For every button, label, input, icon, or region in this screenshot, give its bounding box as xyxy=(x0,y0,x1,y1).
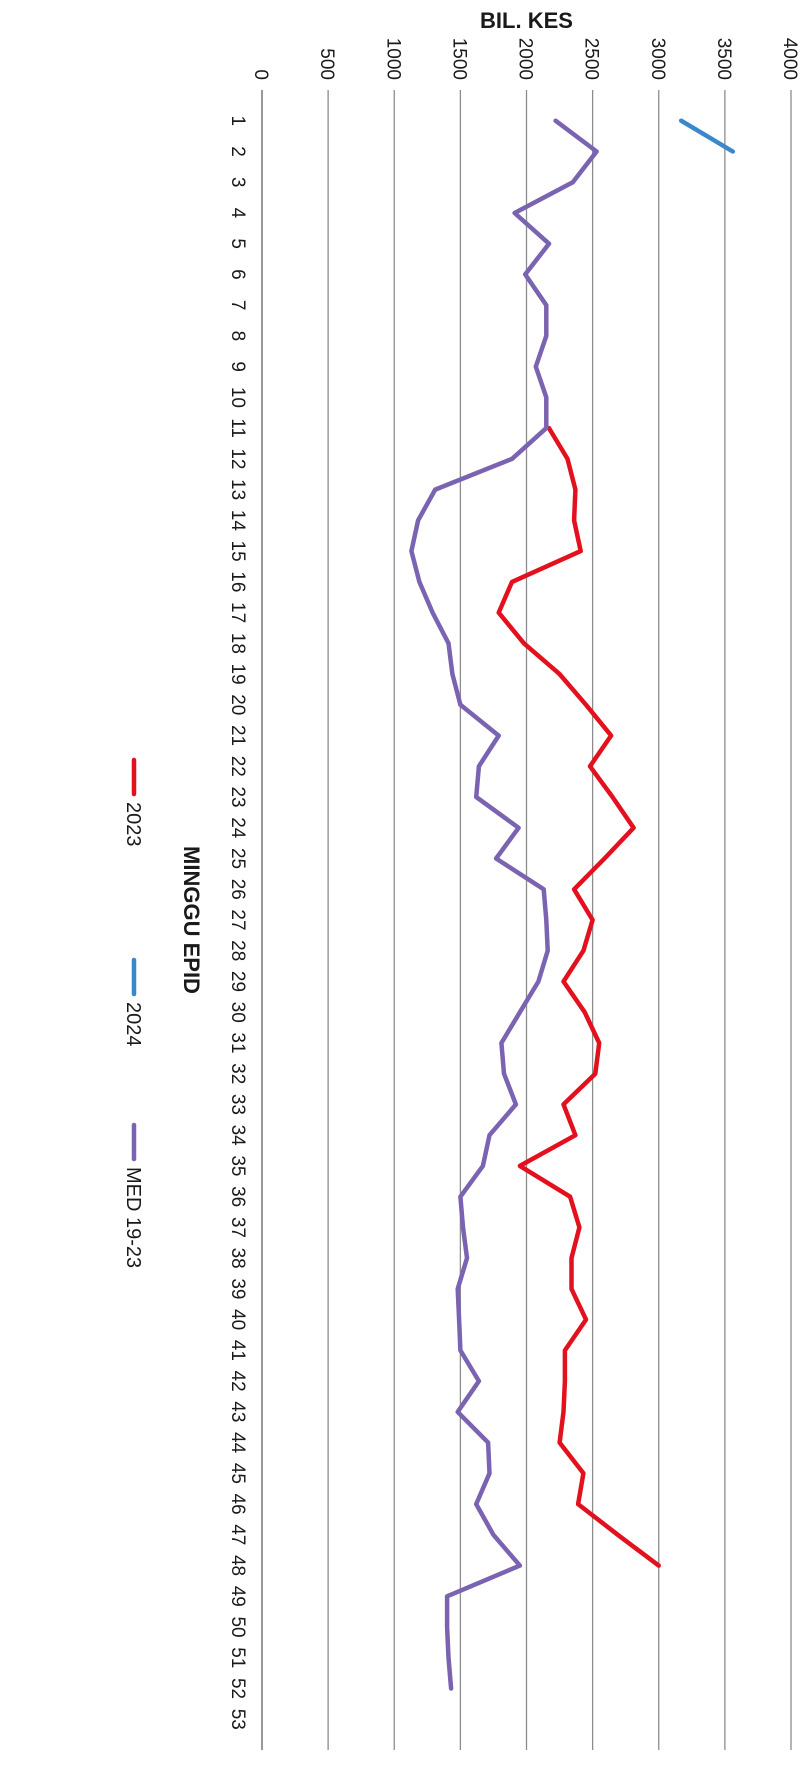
x-tick-21: 21 xyxy=(227,725,248,746)
x-tick-19: 19 xyxy=(227,664,248,685)
x-tick-38: 38 xyxy=(227,1248,248,1269)
x-tick-43: 43 xyxy=(227,1401,248,1422)
x-tick-1: 1 xyxy=(227,115,248,126)
x-tick-36: 36 xyxy=(227,1186,248,1207)
y-tick-2000: 2000 xyxy=(515,38,536,80)
x-tick-23: 23 xyxy=(227,786,248,807)
legend-label-2023: 2023 xyxy=(122,802,144,847)
series-line-med-19-23 xyxy=(409,118,599,1691)
x-tick-35: 35 xyxy=(227,1155,248,1176)
x-tick-10: 10 xyxy=(227,387,248,408)
x-tick-2: 2 xyxy=(227,146,248,157)
x-tick-5: 5 xyxy=(227,238,248,249)
x-tick-labels: 1234567891011121314151617181920212223242… xyxy=(227,115,248,1729)
y-tick-2500: 2500 xyxy=(581,38,602,80)
x-tick-34: 34 xyxy=(227,1125,248,1147)
x-tick-52: 52 xyxy=(227,1678,248,1699)
x-tick-8: 8 xyxy=(227,331,248,342)
x-tick-4: 4 xyxy=(227,208,248,219)
x-tick-12: 12 xyxy=(227,448,248,469)
x-tick-50: 50 xyxy=(227,1616,248,1637)
x-tick-33: 33 xyxy=(227,1094,248,1115)
x-tick-16: 16 xyxy=(227,571,248,592)
x-tick-3: 3 xyxy=(227,177,248,188)
x-tick-29: 29 xyxy=(227,971,248,992)
x-tick-30: 30 xyxy=(227,1002,248,1023)
legend: 2023 2024 MED 19-23 xyxy=(122,757,144,1268)
grid-lines xyxy=(327,90,792,1750)
x-tick-11: 11 xyxy=(227,418,248,438)
x-tick-47: 47 xyxy=(227,1524,248,1545)
x-tick-41: 41 xyxy=(227,1340,248,1361)
x-tick-17: 17 xyxy=(227,602,248,623)
y-tick-3000: 3000 xyxy=(647,38,668,80)
y-tick-500: 500 xyxy=(316,48,337,80)
x-tick-9: 9 xyxy=(227,361,248,372)
x-tick-15: 15 xyxy=(227,541,248,562)
x-tick-7: 7 xyxy=(227,300,248,311)
x-tick-39: 39 xyxy=(227,1278,248,1299)
x-tick-25: 25 xyxy=(227,848,248,869)
x-tick-24: 24 xyxy=(227,817,248,839)
series-line-2023 xyxy=(496,425,661,1568)
x-tick-20: 20 xyxy=(227,694,248,715)
x-tick-51: 51 xyxy=(227,1647,248,1668)
x-tick-37: 37 xyxy=(227,1217,248,1238)
legend-label-med-19-23: MED 19-23 xyxy=(122,1167,144,1268)
y-tick-labels: 0 500 1000 1500 2000 2500 3000 3500 4000 xyxy=(250,38,800,80)
x-tick-49: 49 xyxy=(227,1586,248,1607)
x-tick-14: 14 xyxy=(227,510,248,532)
x-tick-40: 40 xyxy=(227,1309,248,1330)
x-tick-45: 45 xyxy=(227,1463,248,1484)
x-tick-6: 6 xyxy=(227,269,248,280)
y-tick-4000: 4000 xyxy=(779,38,800,80)
series-lines xyxy=(409,118,736,1691)
y-axis-label: BIL. KES xyxy=(480,8,573,33)
x-tick-18: 18 xyxy=(227,633,248,654)
y-tick-1500: 1500 xyxy=(448,38,469,80)
x-tick-31: 31 xyxy=(227,1032,248,1053)
x-tick-42: 42 xyxy=(227,1371,248,1392)
x-tick-53: 53 xyxy=(227,1709,248,1730)
x-tick-46: 46 xyxy=(227,1494,248,1515)
x-tick-27: 27 xyxy=(227,909,248,930)
x-tick-13: 13 xyxy=(227,479,248,500)
legend-label-2024: 2024 xyxy=(122,1002,144,1047)
series-line-2024 xyxy=(678,118,736,154)
y-tick-3500: 3500 xyxy=(713,38,734,80)
x-tick-28: 28 xyxy=(227,940,248,961)
x-tick-48: 48 xyxy=(227,1555,248,1576)
x-tick-44: 44 xyxy=(227,1432,248,1454)
x-tick-22: 22 xyxy=(227,756,248,777)
x-tick-26: 26 xyxy=(227,879,248,900)
y-tick-1000: 1000 xyxy=(382,38,403,80)
x-axis-label: MINGGU EPID xyxy=(179,846,204,994)
y-tick-0: 0 xyxy=(250,69,271,80)
x-tick-32: 32 xyxy=(227,1063,248,1084)
